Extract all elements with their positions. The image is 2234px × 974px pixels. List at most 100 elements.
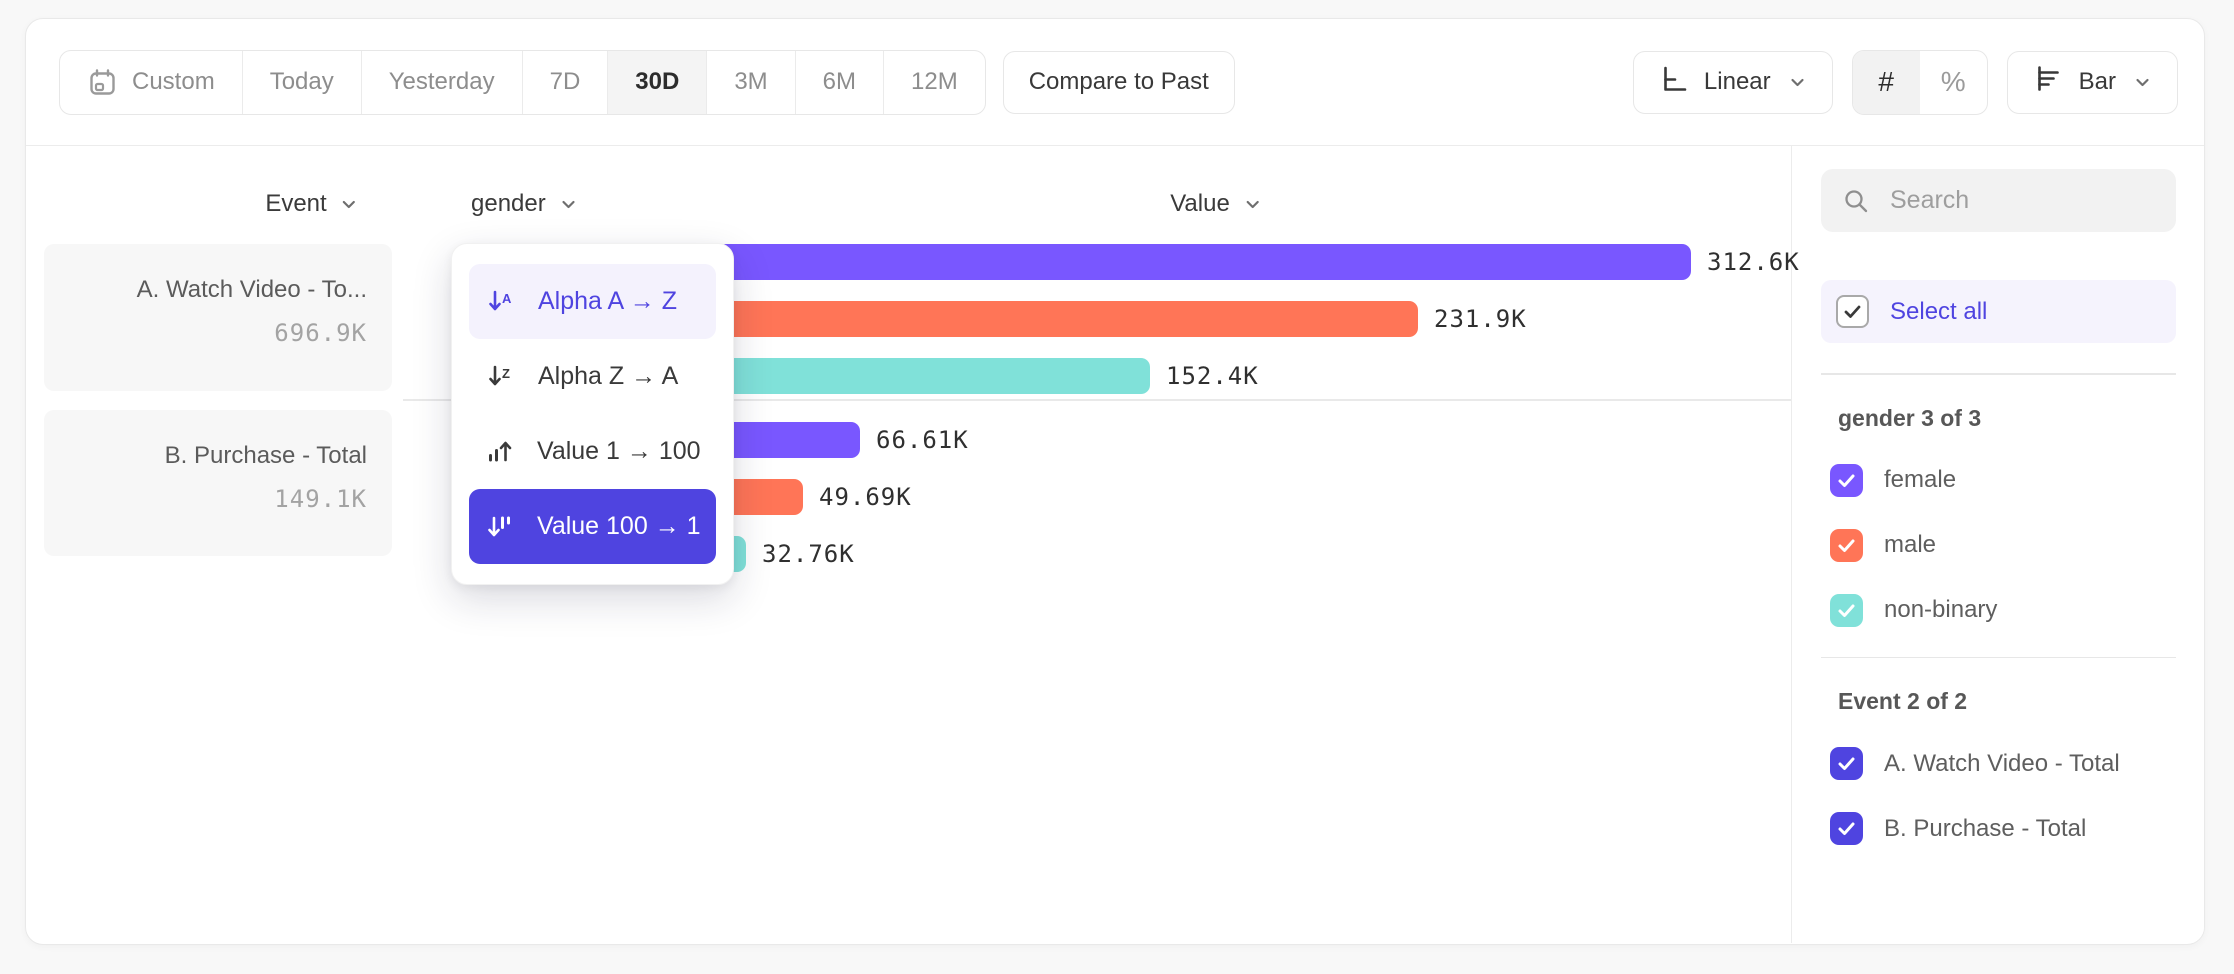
- value-column-header[interactable]: Value: [1170, 190, 1262, 218]
- date-range-label: 12M: [911, 68, 958, 95]
- chevron-down-icon: [2133, 73, 2152, 92]
- sort-menu-item-value-1-100[interactable]: Value 1 → 100: [469, 414, 716, 489]
- filter-item-non-binary[interactable]: non-binary: [1821, 593, 2176, 627]
- date-range-group: Custom Today Yesterday 7D 30D 3M 6M 12M: [59, 49, 986, 115]
- bar-value-label: 49.69K: [819, 483, 912, 511]
- bar-male[interactable]: [635, 301, 1418, 337]
- date-range-yesterday[interactable]: Yesterday: [362, 50, 523, 114]
- event-card-title: A. Watch Video - To...: [136, 276, 367, 303]
- date-range-label: 30D: [635, 68, 680, 95]
- date-range-3m[interactable]: 3M: [707, 50, 796, 114]
- date-range-custom[interactable]: Custom: [60, 50, 243, 114]
- sort-alpha-desc-icon: Z: [485, 361, 517, 392]
- date-range-label: Yesterday: [388, 68, 495, 95]
- chart-type-label: Bar: [2078, 68, 2116, 95]
- filter-item-female[interactable]: female: [1821, 463, 2176, 497]
- bar-row-a-watch-video-total-female: 312.6K: [635, 244, 1800, 280]
- filter-item-label: non-binary: [1884, 596, 1998, 623]
- bar-value-label: 66.61K: [876, 426, 969, 454]
- divider: [1821, 373, 2176, 375]
- filter-item-b-purchase-total[interactable]: B. Purchase - Total: [1821, 812, 2176, 845]
- filter-item-label: A. Watch Video - Total: [1884, 749, 2120, 777]
- compare-to-past-button[interactable]: Compare to Past: [1002, 50, 1235, 114]
- event-column-header[interactable]: Event: [265, 190, 358, 218]
- sort-menu-item-alpha-a-z[interactable]: A Alpha A → Z: [469, 264, 716, 339]
- checkbox-non-binary[interactable]: [1830, 593, 1863, 627]
- percent-format-button[interactable]: %: [1920, 51, 1987, 114]
- calendar-icon: [87, 67, 118, 98]
- event-card-total: 696.9K: [274, 319, 367, 347]
- date-range-12m[interactable]: 12M: [884, 51, 985, 114]
- filter-section-title: gender 3 of 3: [1838, 404, 1982, 431]
- sort-menu-item-label: Alpha Z → A: [538, 362, 679, 390]
- date-range-label: 3M: [734, 68, 768, 95]
- search-input[interactable]: [1888, 185, 2156, 216]
- filter-section-title: Event 2 of 2: [1838, 688, 1968, 714]
- date-range-7d[interactable]: 7D: [523, 50, 609, 114]
- checkbox-male[interactable]: [1830, 528, 1863, 562]
- sort-value-asc-icon: [485, 436, 516, 467]
- bar-value-label: 152.4K: [1166, 362, 1259, 390]
- search-box: [1821, 169, 2176, 232]
- percent-icon: %: [1940, 66, 1966, 97]
- value-format-toggle: # %: [1851, 49, 1988, 115]
- date-range-today[interactable]: Today: [243, 50, 362, 114]
- bar-value-label: 312.6K: [1707, 248, 1800, 276]
- group-separator: [403, 399, 1791, 401]
- date-range-label: 6M: [822, 68, 856, 95]
- sort-menu-item-value-100-1[interactable]: Value 100 → 1: [469, 489, 716, 564]
- bar-chart: Event gender Value A. Watch Video - To..…: [26, 146, 1799, 943]
- sort-menu-item-alpha-z-a[interactable]: Z Alpha Z → A: [469, 339, 716, 414]
- right-toolbar-group: Linear # % Bar: [1632, 49, 2178, 115]
- date-range-30d[interactable]: 30D: [608, 50, 708, 114]
- select-all-checkbox[interactable]: [1836, 295, 1869, 328]
- chart-type-dropdown[interactable]: Bar: [2006, 50, 2178, 114]
- toolbar: Custom Today Yesterday 7D 30D 3M 6M 12M Compare…: [26, 19, 2204, 146]
- date-range-label: Custom: [132, 68, 215, 95]
- date-range-label: Today: [269, 68, 334, 95]
- linear-scale-icon: [1659, 64, 1689, 101]
- checkbox-b-purchase-total[interactable]: [1830, 812, 1863, 845]
- chevron-down-icon: [559, 195, 578, 214]
- scale-dropdown[interactable]: Linear: [1632, 50, 1833, 114]
- divider: [1821, 656, 2176, 658]
- sort-menu-item-label: Value 100 → 1: [537, 512, 701, 540]
- sort-menu-item-label: Value 1 → 100: [537, 437, 701, 465]
- scale-label: Linear: [1703, 68, 1771, 95]
- event-card-a-watch-video-to[interactable]: A. Watch Video - To... 696.9K: [44, 244, 392, 391]
- select-all-label: Select all: [1890, 297, 1988, 325]
- bar-chart-icon: [2033, 63, 2064, 101]
- bar-value-label: 32.76K: [762, 540, 855, 568]
- chevron-down-icon: [340, 195, 359, 214]
- chevron-down-icon: [1243, 195, 1262, 214]
- value-column-label: Value: [1170, 190, 1230, 217]
- gender-column-label: gender: [471, 190, 546, 217]
- event-card-title: B. Purchase - Total: [164, 442, 367, 469]
- report-body: Event gender Value A. Watch Video - To..…: [26, 146, 2204, 943]
- bar-value-label: 231.9K: [1434, 305, 1527, 333]
- sidebar: Select all gender 3 of 3 female male non-bi…: [1791, 146, 2204, 943]
- search-icon: [1841, 186, 1871, 216]
- checkbox-a-watch-video-total[interactable]: [1830, 747, 1863, 780]
- bar-row-a-watch-video-total-male: 231.9K: [635, 301, 1527, 337]
- filter-item-label: male: [1884, 531, 1937, 558]
- date-range-6m[interactable]: 6M: [796, 50, 884, 114]
- date-range-label: 7D: [549, 68, 581, 95]
- compare-to-past-label: Compare to Past: [1028, 68, 1209, 95]
- gender-column-header[interactable]: gender: [471, 190, 578, 218]
- event-card-b-purchase-total[interactable]: B. Purchase - Total 149.1K: [44, 410, 392, 556]
- filter-item-label: female: [1884, 466, 1957, 493]
- filter-item-male[interactable]: male: [1821, 528, 2176, 562]
- chevron-down-icon: [1788, 73, 1807, 92]
- sort-value-desc-icon: [485, 511, 516, 542]
- sort-menu-item-label: Alpha A → Z: [538, 287, 677, 315]
- sort-alpha-asc-icon: A: [485, 286, 517, 317]
- svg-text:A: A: [502, 291, 512, 306]
- filter-item-label: B. Purchase - Total: [1884, 814, 2087, 842]
- event-card-total: 149.1K: [274, 485, 367, 513]
- checkbox-female[interactable]: [1830, 463, 1863, 497]
- filter-item-a-watch-video-total[interactable]: A. Watch Video - Total: [1821, 747, 2176, 780]
- select-all[interactable]: Select all: [1821, 280, 2176, 343]
- bar-female[interactable]: [635, 244, 1691, 280]
- number-format-button[interactable]: #: [1852, 50, 1920, 114]
